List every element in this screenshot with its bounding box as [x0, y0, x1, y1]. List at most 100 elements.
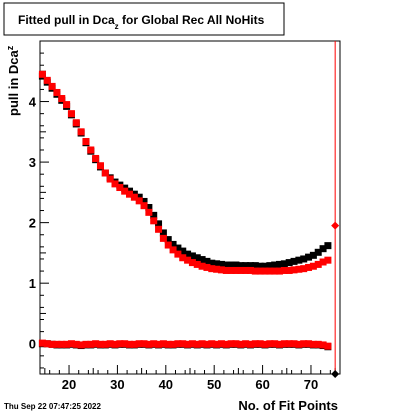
data-point — [184, 250, 192, 258]
data-point — [242, 266, 250, 274]
data-point — [174, 244, 182, 252]
data-point — [150, 217, 158, 225]
data-point — [261, 267, 269, 275]
data-point — [155, 340, 163, 348]
data-point — [305, 253, 313, 261]
data-point — [87, 146, 95, 154]
data-point — [106, 175, 114, 183]
data-point — [208, 340, 216, 348]
data-point — [193, 254, 201, 262]
data-point — [164, 340, 172, 348]
data-point — [198, 256, 206, 264]
data-point — [67, 110, 75, 118]
data-point — [232, 261, 240, 269]
data-point — [256, 262, 264, 270]
data-point — [96, 162, 104, 170]
data-point — [266, 340, 274, 348]
data-point — [290, 257, 298, 265]
data-point — [213, 260, 221, 268]
data-point — [300, 340, 308, 348]
data-point — [266, 262, 274, 270]
x-tick-label: 50 — [207, 377, 221, 392]
data-point — [169, 240, 177, 248]
data-point — [96, 340, 104, 348]
data-point — [237, 266, 245, 274]
data-point — [77, 128, 85, 136]
data-point — [38, 339, 46, 347]
data-point — [222, 261, 230, 269]
data-point — [280, 340, 288, 348]
marker-point — [331, 370, 340, 378]
data-point — [188, 340, 196, 348]
data-point — [53, 88, 61, 96]
data-point — [174, 250, 182, 258]
data-point — [251, 267, 259, 275]
data-point — [242, 340, 250, 348]
data-point — [319, 245, 327, 253]
data-point — [276, 267, 284, 275]
data-point — [232, 340, 240, 348]
marker-point — [331, 221, 340, 230]
data-point — [324, 342, 332, 350]
data-point — [246, 266, 254, 274]
data-point — [246, 340, 254, 348]
data-point — [276, 260, 284, 268]
data-point — [251, 262, 259, 270]
data-point — [72, 119, 80, 127]
data-point — [285, 266, 293, 274]
data-point — [155, 225, 163, 233]
data-point — [227, 266, 235, 274]
data-point — [48, 82, 56, 90]
data-point — [280, 260, 288, 268]
x-tick-label: 70 — [304, 377, 318, 392]
x-tick-label: 30 — [110, 377, 124, 392]
data-point — [295, 340, 303, 348]
data-point — [159, 229, 167, 237]
data-point — [324, 242, 332, 250]
data-point — [242, 262, 250, 270]
data-point — [305, 263, 313, 271]
data-point — [43, 340, 51, 348]
data-point — [130, 193, 138, 201]
data-point — [159, 340, 167, 348]
data-point — [261, 340, 269, 348]
footer-date: Thu Sep 22 07:47:25 2022 — [4, 402, 101, 411]
data-point — [63, 101, 71, 109]
data-point — [77, 341, 85, 349]
data-point — [295, 256, 303, 264]
data-point — [246, 262, 254, 270]
data-point — [101, 169, 109, 177]
data-point — [193, 340, 201, 348]
x-tick-label: 20 — [62, 377, 76, 392]
data-point — [58, 95, 66, 103]
data-point — [324, 256, 332, 264]
data-point — [271, 261, 279, 269]
data-point — [217, 260, 225, 268]
data-point — [203, 340, 211, 348]
data-point — [237, 262, 245, 270]
x-tick-label: 40 — [159, 377, 173, 392]
data-point — [271, 267, 279, 275]
data-point — [184, 256, 192, 264]
data-point — [276, 340, 284, 348]
data-point — [285, 340, 293, 348]
data-point — [67, 340, 75, 348]
data-point — [106, 340, 114, 348]
data-point — [145, 208, 153, 216]
plot-frame — [39, 40, 341, 375]
title-box — [3, 2, 285, 36]
data-point — [305, 340, 313, 348]
data-point — [92, 154, 100, 162]
data-point — [116, 184, 124, 192]
data-point — [280, 266, 288, 274]
data-point — [38, 70, 46, 78]
data-point — [213, 265, 221, 273]
data-point — [256, 267, 264, 275]
data-point — [140, 340, 148, 348]
data-point — [135, 197, 143, 205]
data-point — [222, 340, 230, 348]
data-point — [130, 340, 138, 348]
data-point — [295, 265, 303, 273]
data-point — [155, 220, 163, 228]
data-point — [87, 340, 95, 348]
